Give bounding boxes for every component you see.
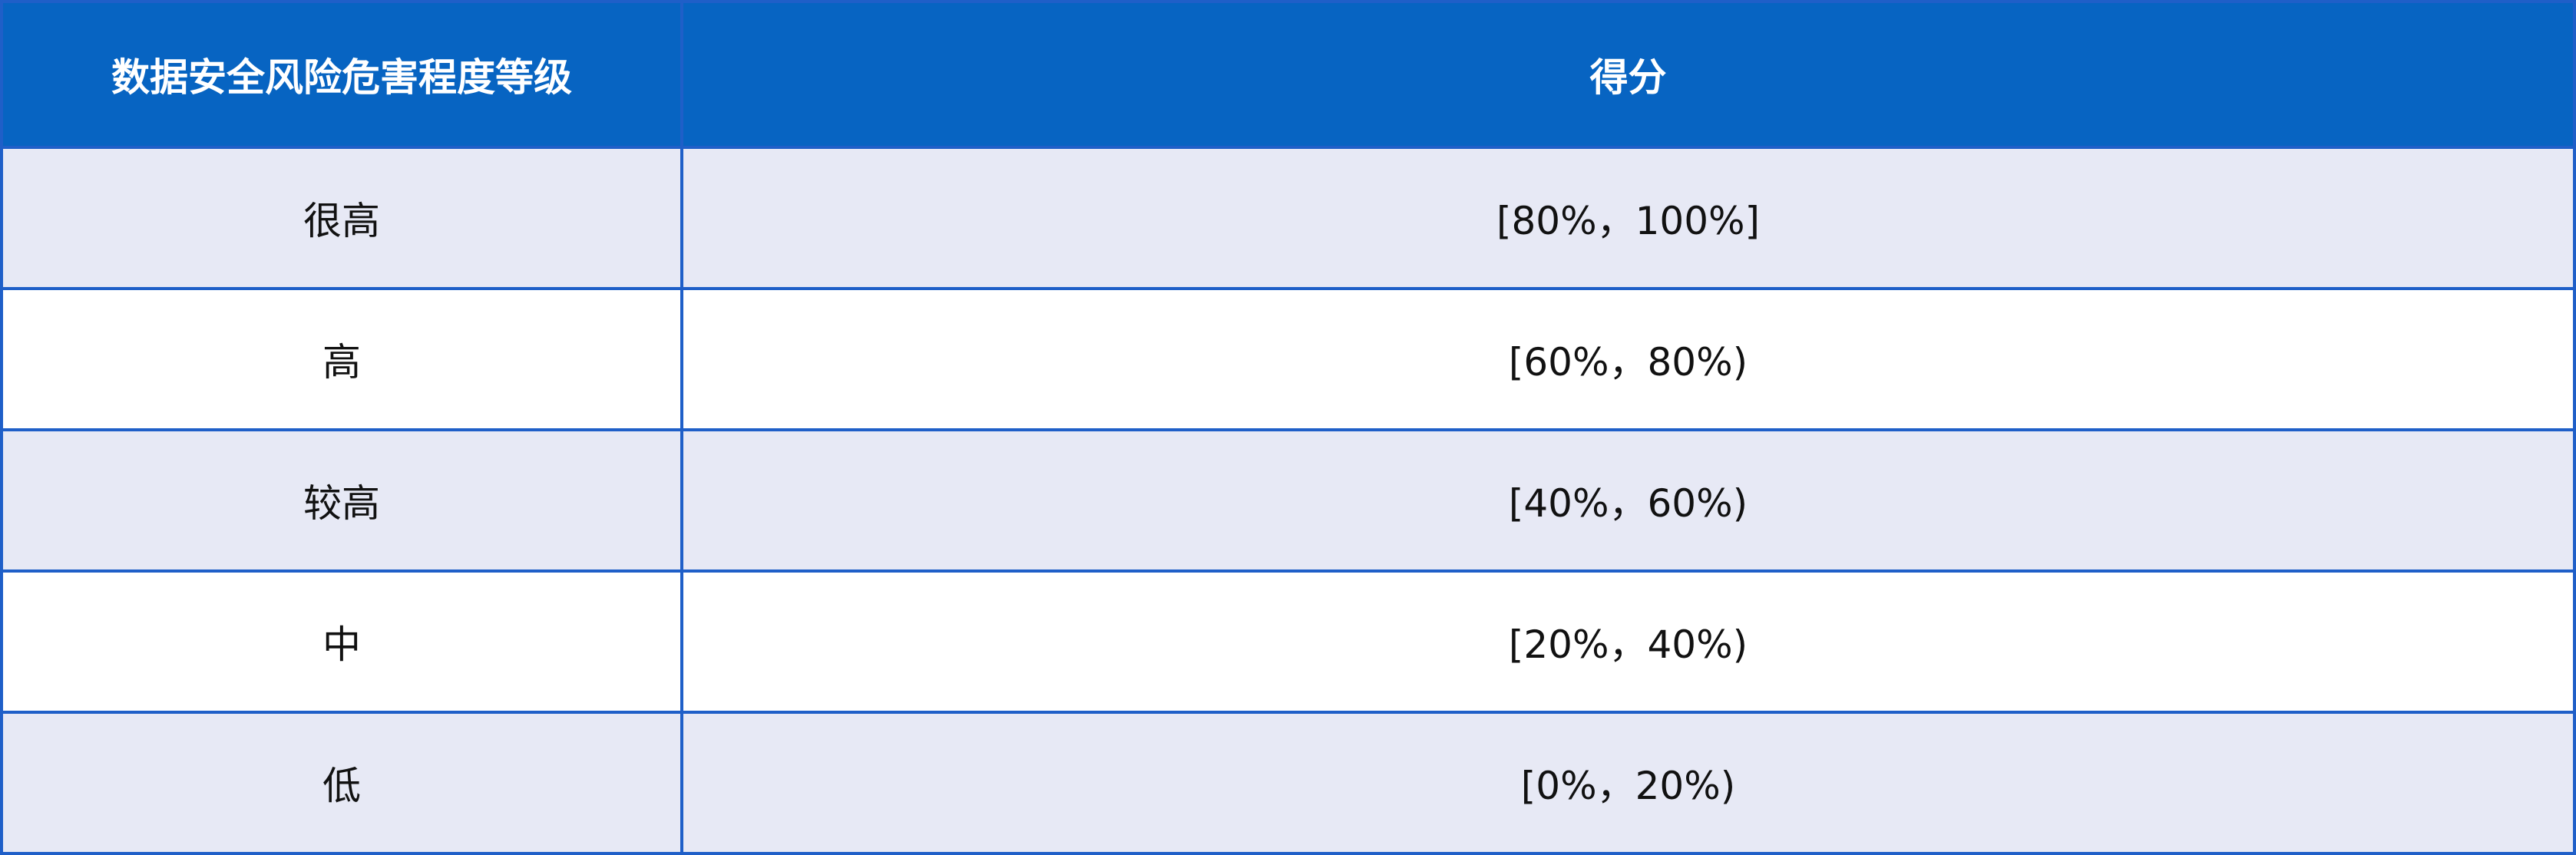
score-cell: [0%，20%) (680, 711, 2576, 855)
level-cell: 较高 (0, 428, 683, 573)
header-level: 数据安全风险危害程度等级 (0, 0, 683, 149)
level-cell: 很高 (0, 146, 683, 290)
level-cell: 低 (0, 711, 683, 855)
table-row: 较高 [40%，60%) (0, 428, 2576, 573)
level-cell: 高 (0, 287, 683, 431)
table-row: 高 [60%，80%) (0, 287, 2576, 431)
score-cell: [40%，60%) (680, 428, 2576, 573)
level-cell: 中 (0, 569, 683, 714)
header-row: 数据安全风险危害程度等级 得分 (0, 0, 2576, 149)
score-cell: [20%，40%) (680, 569, 2576, 714)
header-score: 得分 (680, 0, 2576, 149)
table-row: 低 [0%，20%) (0, 711, 2576, 855)
score-cell: [80%，100%] (680, 146, 2576, 290)
score-cell: [60%，80%) (680, 287, 2576, 431)
table-row: 中 [20%，40%) (0, 569, 2576, 714)
table-row: 很高 [80%，100%] (0, 146, 2576, 290)
